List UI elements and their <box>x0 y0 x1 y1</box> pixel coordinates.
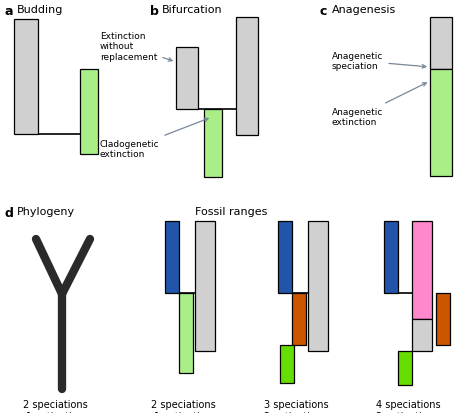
Text: Phylogeny: Phylogeny <box>17 206 75 216</box>
Bar <box>436 293 450 345</box>
Bar <box>195 221 215 351</box>
Bar <box>165 221 179 293</box>
Bar <box>430 18 452 70</box>
Text: Cladogenetic
extinction: Cladogenetic extinction <box>100 119 208 159</box>
Text: a: a <box>5 5 13 18</box>
Text: b: b <box>150 5 159 18</box>
Text: 2 speciations
1 extinction: 2 speciations 1 extinction <box>151 399 215 413</box>
Bar <box>204 110 222 178</box>
Bar <box>384 221 398 293</box>
Text: d: d <box>5 206 14 219</box>
Bar <box>308 221 328 351</box>
Bar <box>278 221 292 293</box>
Bar <box>280 345 294 383</box>
Text: 2 speciations
1 extinction: 2 speciations 1 extinction <box>23 399 87 413</box>
Text: Anagenesis: Anagenesis <box>332 5 396 15</box>
Text: Fossil ranges: Fossil ranges <box>195 206 267 216</box>
Text: 3 speciations
2 extinctions: 3 speciations 2 extinctions <box>264 399 328 413</box>
Bar <box>179 293 193 373</box>
Text: Anagenetic
speciation: Anagenetic speciation <box>332 52 426 71</box>
Bar <box>292 293 306 345</box>
Bar <box>412 221 432 319</box>
Bar <box>176 48 198 110</box>
Text: 4 speciations
3 extinctions: 4 speciations 3 extinctions <box>376 399 440 413</box>
Bar <box>236 18 258 136</box>
Text: Extinction
without
replacement: Extinction without replacement <box>100 32 172 62</box>
Text: Anagenetic
extinction: Anagenetic extinction <box>332 83 426 127</box>
Bar <box>80 70 98 154</box>
Bar <box>14 20 38 135</box>
Bar <box>398 351 412 385</box>
Text: c: c <box>320 5 328 18</box>
Bar <box>412 319 432 351</box>
Text: Budding: Budding <box>17 5 64 15</box>
Text: Bifurcation: Bifurcation <box>162 5 223 15</box>
Bar <box>430 70 452 177</box>
